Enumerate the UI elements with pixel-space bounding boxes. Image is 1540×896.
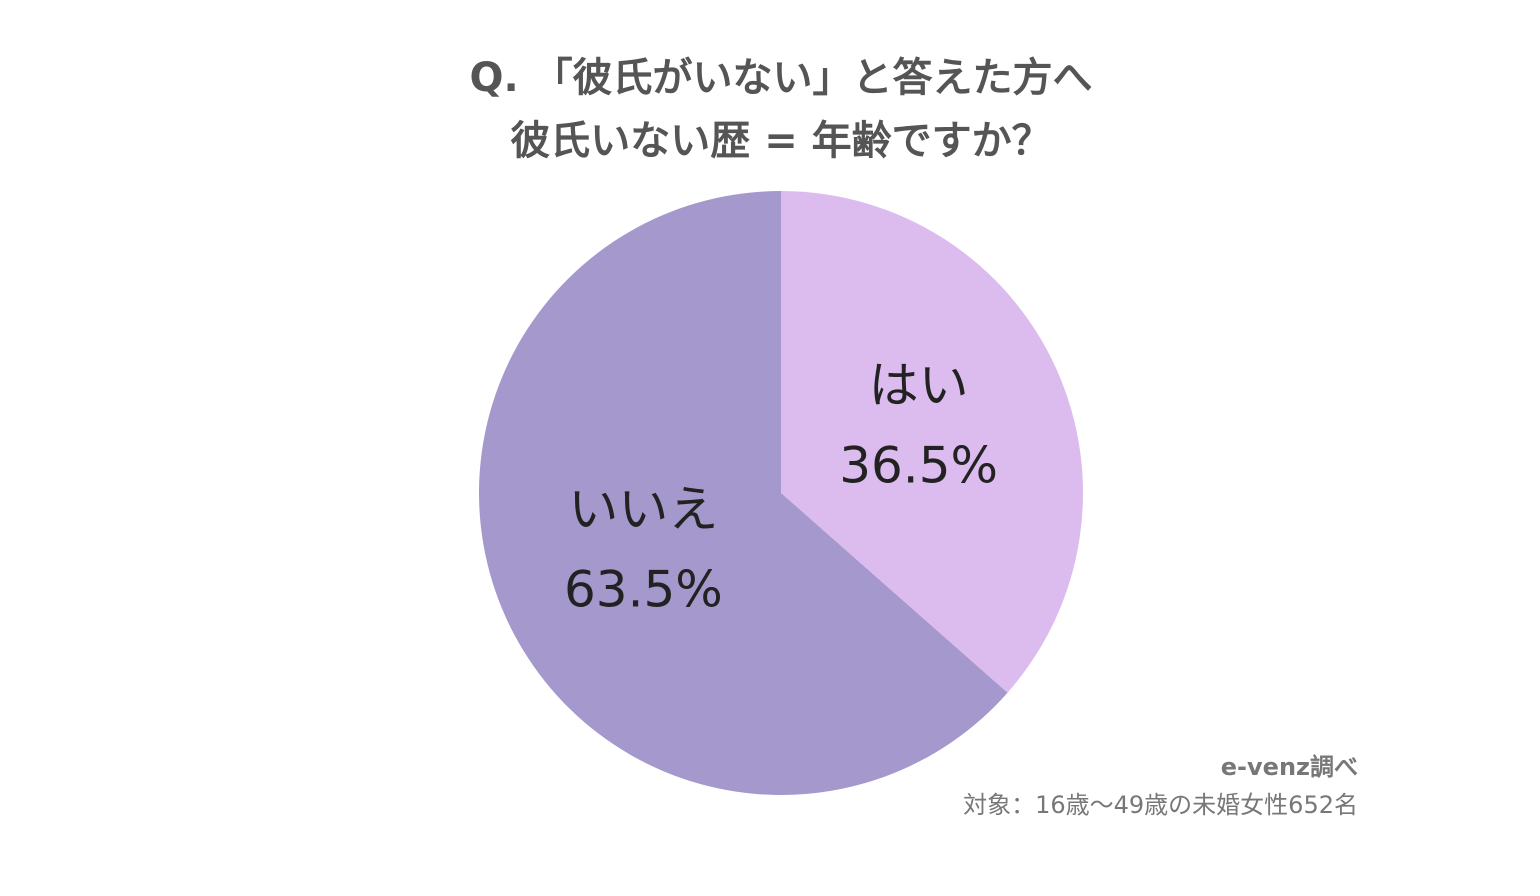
sample-note: 対象：16歳〜49歳の未婚女性652名 <box>963 791 1358 819</box>
chart-title: 彼氏いない歴 = 年齢ですか？ <box>510 118 1051 164</box>
pie-slice <box>781 191 1083 693</box>
slice-category-label: いいえ <box>568 481 718 539</box>
chart-title: Q. 「彼氏がいない」と答えた方へ <box>469 55 1092 101</box>
slice-value-label: 36.5% <box>839 436 998 494</box>
pie <box>478 191 1083 796</box>
slice-value-label: 63.5% <box>564 561 723 619</box>
pie-slice <box>478 191 1008 796</box>
slice-category-label: はい <box>869 356 969 414</box>
source-note: e-venz調べ <box>1221 753 1358 781</box>
